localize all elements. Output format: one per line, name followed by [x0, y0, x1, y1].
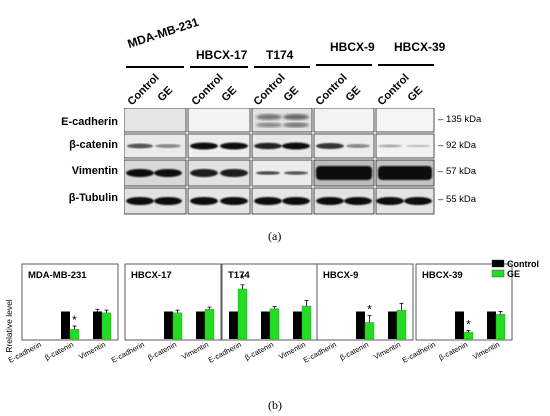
condition-label: GE — [281, 84, 302, 104]
bar-ge — [364, 322, 375, 340]
panel-title: MDA-MB-231 — [28, 270, 87, 281]
chart-panel: HBCX-9 E-cadherin * β-catenin Vimentin — [302, 263, 414, 365]
kda-marker: – 55 kDa — [438, 194, 477, 205]
blot-image — [124, 108, 435, 215]
significance-marker: * — [240, 272, 245, 286]
bar-ge — [301, 305, 312, 340]
category-label: E-cadherin — [401, 340, 437, 365]
kda-marker: – 92 kDa — [438, 140, 477, 151]
blot-row-btubulin — [124, 187, 435, 215]
bar-chart-panels: Rrelative level MDA-MB-231 E-cadherin * β-ca… — [4, 259, 539, 365]
condition-label: GE — [405, 84, 426, 104]
category-label: β-catenin — [437, 340, 469, 363]
chart-panel: T174*E-cadherin β-catenin Vimentin — [207, 263, 319, 365]
category-label: β-catenin — [43, 340, 75, 363]
category-label: β-catenin — [338, 340, 370, 363]
header-line — [254, 66, 310, 68]
legend-label: Control — [507, 259, 539, 269]
condition-label: GE — [219, 84, 240, 104]
blot-row-ecadherin — [124, 108, 435, 133]
condition-label: Control — [375, 71, 412, 108]
cell-line-label: T174 — [266, 48, 294, 62]
significance-marker: * — [72, 313, 77, 327]
kda-marker: – 135 kDa — [438, 114, 482, 125]
bar-ge — [495, 314, 506, 340]
condition-label: GE — [155, 84, 176, 104]
kda-marker: – 57 kDa — [438, 166, 477, 177]
header-line — [316, 64, 372, 66]
bar-ge — [204, 309, 215, 340]
blot-row-bcatenin — [124, 133, 435, 159]
header-line — [190, 66, 248, 68]
bar-ge — [396, 309, 407, 340]
condition-label: Control — [189, 71, 226, 108]
cell-line-label: HBCX-39 — [394, 40, 446, 54]
bar-ge — [463, 331, 474, 340]
cell-line-label: HBCX-17 — [196, 48, 248, 62]
bar-ge — [172, 312, 183, 340]
category-label: β-catenin — [243, 340, 275, 363]
protein-label: β-catenin — [69, 139, 118, 151]
legend-swatch — [491, 259, 505, 268]
condition-label: Control — [251, 71, 288, 108]
category-label: β-catenin — [146, 340, 178, 363]
panel-title: HBCX-9 — [323, 270, 358, 281]
protein-label: E-cadherin — [61, 116, 118, 128]
bar-control — [261, 311, 270, 339]
panel-title: HBCX-39 — [422, 270, 463, 281]
condition-label: Control — [125, 71, 162, 108]
protein-label: β-Tubulin — [68, 192, 118, 204]
bar-control — [487, 311, 496, 339]
bar-control — [388, 311, 397, 339]
cell-line-label: MDA-MB-231 — [125, 14, 201, 52]
panel-title: T174 — [228, 270, 250, 281]
bar-control — [93, 311, 102, 339]
bar-ge — [101, 312, 112, 340]
chart-panel: HBCX-39 E-cadherin * β-catenin Vimentin — [401, 263, 513, 365]
chart-panel: HBCX-17 E-cadherin β-catenin Vimentin — [110, 263, 222, 365]
bar-control — [164, 311, 173, 339]
bar-control — [356, 311, 365, 339]
category-label: Vimentin — [77, 340, 107, 362]
legend-swatch — [491, 269, 505, 278]
bar-control — [61, 311, 70, 339]
legend-label: GE — [507, 269, 520, 279]
caption-a: (a) — [268, 229, 282, 243]
bar-ge — [237, 288, 248, 340]
condition-label: Control — [313, 71, 350, 108]
header-line — [126, 66, 184, 68]
bar-control — [293, 311, 302, 339]
bar-ge — [69, 329, 80, 340]
panel-title: HBCX-17 — [131, 270, 172, 281]
significance-marker: * — [367, 303, 372, 317]
significance-marker: * — [466, 317, 471, 331]
cell-line-label: HBCX-9 — [330, 40, 375, 54]
bar-ge — [269, 308, 280, 340]
category-label: E-cadherin — [302, 340, 338, 365]
bar-control — [455, 311, 464, 339]
category-label: Vimentin — [471, 340, 501, 362]
category-label: Vimentin — [180, 340, 210, 362]
protein-label: Vimentin — [71, 165, 118, 177]
bar-control — [229, 311, 238, 339]
caption-b: (b) — [268, 398, 282, 412]
header-line — [378, 64, 434, 66]
bar-control — [196, 311, 205, 339]
condition-label: GE — [343, 84, 364, 104]
category-label: E-cadherin — [207, 340, 243, 365]
blot-row-vimentin — [124, 159, 435, 187]
y-axis-label: Rrelative level — [4, 299, 14, 352]
category-label: E-cadherin — [110, 340, 146, 365]
category-label: Vimentin — [372, 340, 402, 362]
